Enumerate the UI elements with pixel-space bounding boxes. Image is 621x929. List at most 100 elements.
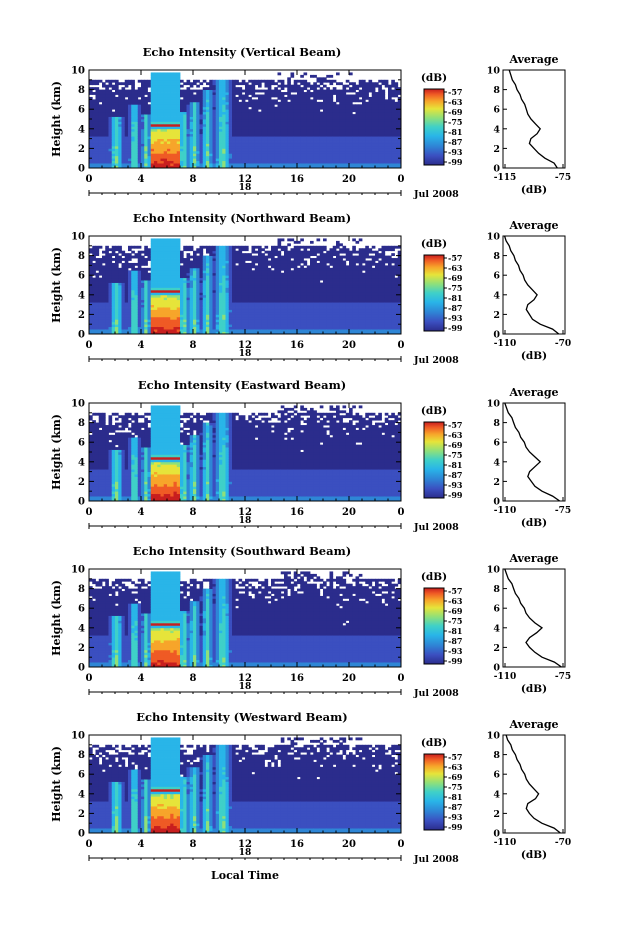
y-tick-label: 10 [71, 565, 85, 576]
average-x-tick: -75 [555, 173, 571, 183]
average-x-tick: -110 [494, 838, 517, 848]
y-axis-label: Height (km) [50, 81, 63, 157]
y-tick-label: 2 [78, 144, 85, 155]
x-tick-label: 16 [290, 174, 304, 185]
average-y-tick: 2 [493, 809, 500, 820]
y-tick-label: 10 [71, 66, 85, 77]
y-tick-label: 6 [78, 770, 85, 781]
panel-title: Echo Intensity (Vertical Beam) [143, 45, 342, 59]
average-y-tick: 10 [487, 232, 501, 243]
colorbar-tick-label: -81 [448, 127, 462, 137]
x-tick-label: 0 [86, 507, 93, 518]
average-y-tick: 4 [493, 290, 500, 301]
average-y-tick: 8 [493, 418, 500, 429]
date-label: Jul 2008 [413, 522, 459, 533]
average-y-tick: 10 [487, 399, 501, 410]
panel-title: Echo Intensity (Southward Beam) [133, 544, 351, 558]
y-tick-label: 8 [78, 750, 85, 761]
y-axis-label: Height (km) [50, 746, 63, 822]
colorbar-tick-label: -69 [448, 107, 463, 117]
x-tick-label: 0 [86, 174, 93, 185]
colorbar-tick-label: -87 [448, 636, 462, 646]
x-axis-label: Local Time [211, 869, 279, 882]
average-y-tick: 2 [493, 144, 500, 155]
average-y-tick: 2 [493, 477, 500, 488]
average-x-tick: -75 [555, 506, 571, 516]
average-frame [503, 70, 565, 168]
colorbar-tick-label: -75 [448, 616, 462, 626]
average-x-label: (dB) [521, 517, 547, 529]
average-y-tick: 4 [493, 457, 500, 468]
colorbar-tick-label: -81 [448, 792, 462, 802]
x-tick-label: 0 [398, 673, 405, 684]
average-title: Average [508, 552, 558, 565]
average-x-label: (dB) [521, 683, 547, 695]
heatmap [89, 571, 401, 667]
colorbar-tick-label: -87 [448, 802, 462, 812]
echo-panel-4: Echo Intensity (Southward Beam) 0 2 4 6 8 10 He… [50, 544, 571, 699]
x-tick-label: 0 [398, 340, 405, 351]
colorbar-tick-label: -93 [448, 480, 463, 490]
average-x-label: (dB) [521, 350, 547, 362]
y-tick-label: 6 [78, 105, 85, 116]
colorbar-unit: (dB) [421, 238, 447, 250]
colorbar-tick-label: -63 [448, 762, 463, 772]
colorbar-tick-label: -93 [448, 812, 463, 822]
colorbar-tick-label: -99 [448, 656, 463, 666]
y-tick-label: 10 [71, 399, 85, 410]
y-tick-label: 4 [78, 623, 85, 634]
heatmap [89, 72, 401, 168]
average-y-tick: 2 [493, 310, 500, 321]
x-tick-label: 8 [190, 340, 197, 351]
echo-panel-2: Echo Intensity (Northward Beam)0246810He… [50, 211, 571, 366]
y-tick-label: 2 [78, 310, 85, 321]
average-y-tick: 6 [493, 604, 500, 615]
x-tick-label: 16 [290, 673, 304, 684]
y-tick-label: 4 [78, 789, 85, 800]
average-title: Average [508, 219, 558, 232]
y-tick-label: 2 [78, 643, 85, 654]
average-x-label: (dB) [521, 184, 547, 196]
y-tick-label: 6 [78, 438, 85, 449]
colorbar-tick-label: -69 [448, 772, 463, 782]
y-tick-label: 4 [78, 457, 85, 468]
heatmap [89, 737, 401, 833]
average-y-tick: 4 [493, 124, 500, 135]
colorbar-tick-label: -57 [448, 420, 462, 430]
echo-panel-1: Echo Intensity (Vertical Beam) 0 2 4 6 8 10 Hei… [50, 45, 571, 200]
average-profile-line [505, 569, 562, 667]
date-label: Jul 2008 [413, 688, 459, 699]
colorbar-tick-label: -99 [448, 490, 463, 500]
day-label: 18 [239, 183, 252, 193]
colorbar-tick-label: -99 [448, 822, 463, 832]
x-tick-label: 4 [138, 507, 145, 518]
average-y-tick: 8 [493, 85, 500, 96]
colorbar-tick-label: -75 [448, 117, 462, 127]
average-y-tick: 4 [493, 623, 500, 634]
y-axis-label: Height (km) [50, 580, 63, 656]
colorbar-tick-label: -63 [448, 596, 463, 606]
heatmap [89, 405, 401, 501]
date-label: Jul 2008 [413, 189, 459, 200]
average-y-tick: 4 [493, 789, 500, 800]
average-y-tick: 6 [493, 105, 500, 116]
y-tick-label: 8 [78, 85, 85, 96]
average-x-tick: -110 [494, 672, 517, 682]
average-y-tick: 10 [487, 565, 501, 576]
average-x-tick: -110 [494, 506, 517, 516]
average-y-tick: 6 [493, 438, 500, 449]
panel-title: Echo Intensity (Westward Beam) [136, 710, 347, 724]
colorbar-tick-label: -81 [448, 626, 462, 636]
day-label: 18 [239, 349, 252, 359]
y-tick-label: 8 [78, 584, 85, 595]
x-tick-label: 20 [342, 673, 356, 684]
average-x-tick: -110 [494, 339, 517, 349]
day-label: 18 [239, 516, 252, 526]
x-tick-label: 8 [190, 507, 197, 518]
average-profile-line [505, 236, 559, 334]
average-x-tick: -75 [555, 672, 571, 682]
